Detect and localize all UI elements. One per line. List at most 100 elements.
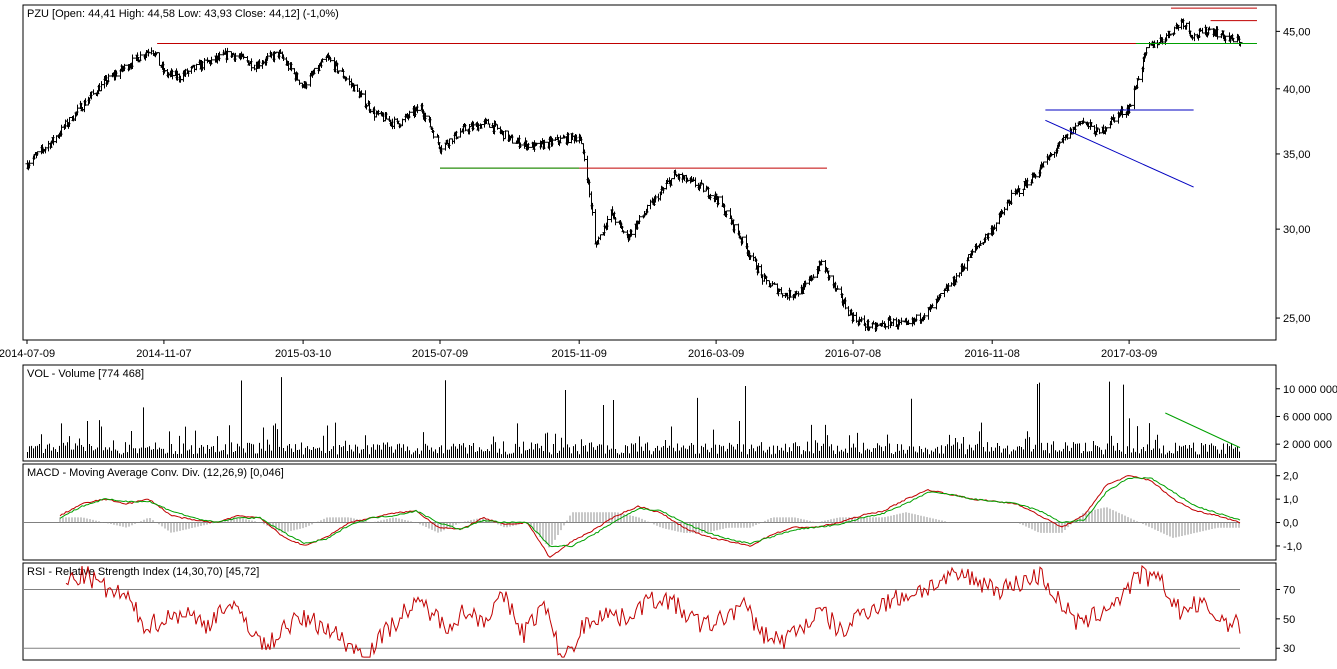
y-tick-label: 70 [1283,584,1295,596]
y-tick-label: 10 000 000 [1283,384,1337,396]
y-tick-label: 1,0 [1283,494,1298,506]
ohlc-bar [1136,75,1141,81]
ohlc-bar [613,217,618,226]
ohlc-bar [1009,189,1014,206]
ohlc-bar [994,222,999,232]
ohlc-bar [930,303,935,309]
x-tick-label: 2015-03-10 [275,348,331,360]
ohlc-bar [1104,127,1109,132]
ohlc-bar [328,56,333,63]
ohlc-bar [637,214,642,225]
ohlc-bar [1223,35,1228,44]
panel-title: PZU [Open: 44,41 High: 44,58 Low: 43,93 … [27,8,339,20]
ohlc-bar [46,140,51,152]
ohlc-bar [1025,177,1030,189]
ohlc-bar [510,134,515,144]
ohlc-bar [336,70,341,74]
ohlc-bar [1155,40,1160,49]
ohlc-bar [835,285,840,290]
ohlc-bar [99,81,104,92]
ohlc-bar [598,234,603,241]
y-tick-label: 45,00 [1283,26,1311,38]
ohlc-bar [415,104,420,114]
ohlc-bar [1120,106,1125,118]
ohlc-bar [938,292,943,299]
y-tick-label: 30,00 [1283,224,1311,236]
ohlc-bar [1231,37,1236,43]
panel-frame [22,463,1277,561]
x-tick-label: 2015-07-09 [412,348,468,360]
y-tick-label: 2 000 000 [1283,439,1332,451]
ohlc-bar [312,67,317,74]
ohlc-bar [347,75,352,86]
price-bars [25,18,1243,333]
ohlc-bar [1207,26,1212,31]
ohlc-bar [439,145,444,155]
ohlc-bar [1164,33,1169,42]
ohlc-bar [708,193,713,201]
ohlc-bar [297,79,302,86]
ohlc-bar [922,313,927,321]
panel-frame [22,364,1277,462]
ohlc-bar [803,280,808,288]
ohlc-bar [114,70,119,77]
ohlc-bar [587,179,592,198]
panel-frame [22,562,1277,661]
ohlc-bar [1215,26,1220,40]
ohlc-bar [534,142,539,146]
ohlc-bar [138,51,143,61]
ohlc-bar [693,177,698,188]
ohlc-bar [605,215,610,230]
ohlc-bar [217,51,222,62]
ohlc-bar [209,56,214,65]
x-tick-label: 2016-07-08 [825,348,881,360]
panel-title: MACD - Moving Average Conv. Div. (12,26,… [27,467,284,479]
ohlc-bar [914,314,919,322]
ohlc-bar [122,63,127,72]
ohlc-bar [320,58,325,63]
y-tick-label: 2,0 [1283,471,1298,483]
y-tick-label: 50 [1283,614,1295,626]
x-tick-label: 2014-11-07 [136,348,191,360]
macd-line [59,475,1241,558]
ohlc-bar [27,160,32,169]
y-tick-label: 35,00 [1283,149,1311,161]
ohlc-bar [906,319,911,326]
ohlc-bar [621,230,626,234]
y-tick-label: 30 [1283,643,1295,655]
ohlc-bar [1128,103,1133,107]
ohlc-bar [740,236,745,245]
volume-bars [27,377,1240,458]
rsi-line [65,565,1241,658]
ohlc-bar [542,139,547,150]
x-tick-label: 2015-11-09 [551,348,606,360]
ohlc-bar [233,52,238,63]
ohlc-bar [35,151,40,156]
ohlc-bar [593,209,598,245]
ohlc-bar [1112,117,1117,123]
y-tick-label: 40,00 [1283,84,1311,96]
ohlc-bar [656,193,661,202]
ohlc-bar [811,274,816,279]
y-tick-label: 0,0 [1283,518,1298,530]
panel-frame [22,4,1277,341]
ohlc-bar [130,54,135,69]
ohlc-bar [629,229,634,237]
ohlc-bar [225,47,230,61]
panel-title: RSI - Relative Strength Index (14,30,70)… [27,566,259,578]
x-tick-label: 2017-03-09 [1101,348,1157,360]
ohlc-bar [241,53,246,60]
x-tick-label: 2016-03-09 [688,348,744,360]
ohlc-bar [495,124,500,130]
ohlc-bar [518,142,523,148]
x-tick-label: 2016-11-08 [964,348,1019,360]
ohlc-bar [732,224,737,234]
ohlc-bar [106,73,111,83]
macd-signal-line [59,477,1241,548]
ohlc-bar [1200,27,1205,34]
trend-line [1045,119,1194,188]
ohlc-bar [486,118,491,125]
ohlc-bar [304,82,309,90]
ohlc-bar [949,282,954,287]
